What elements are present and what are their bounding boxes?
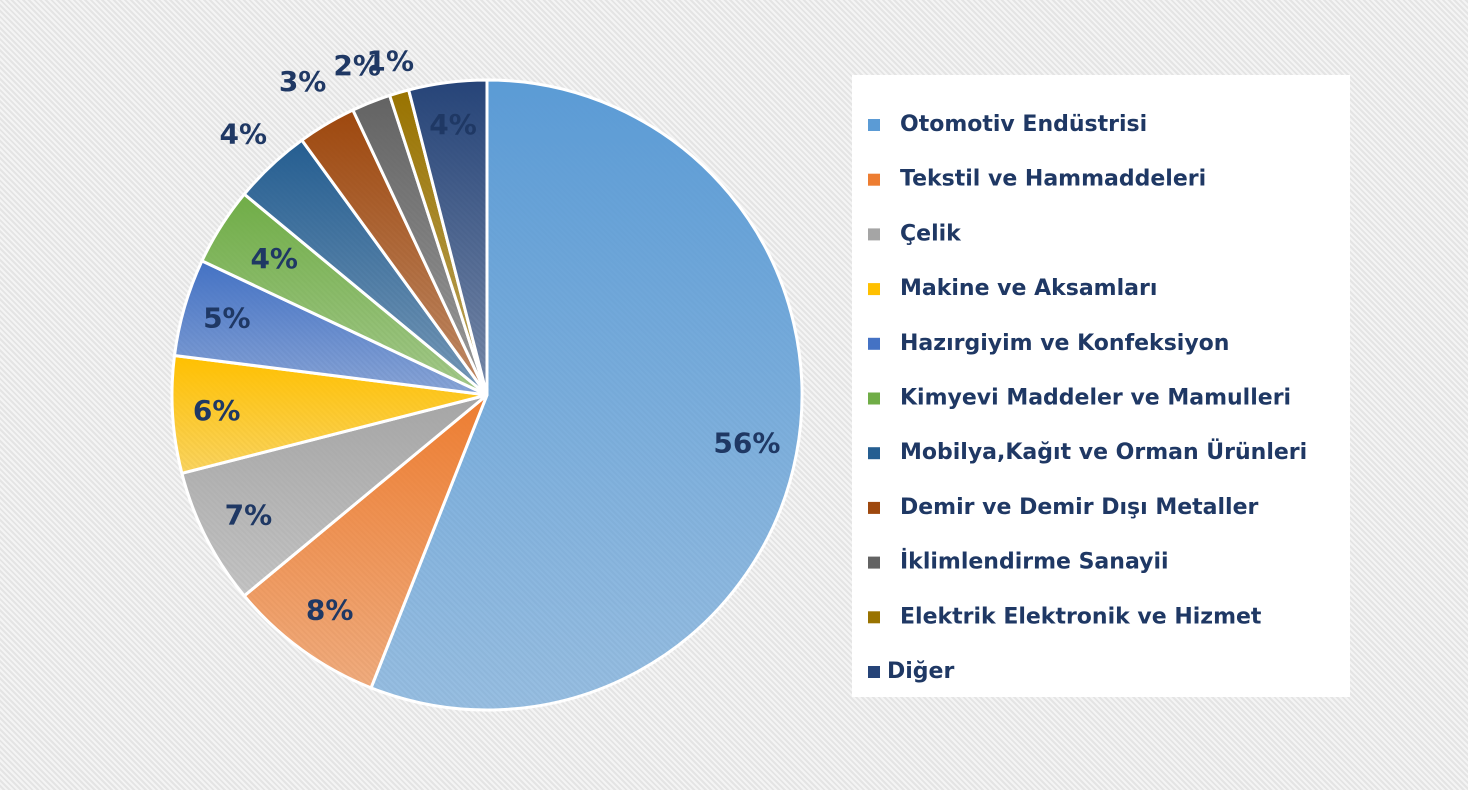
data-label: 8%	[306, 594, 354, 627]
data-label: 4%	[250, 242, 298, 275]
legend-marker	[868, 283, 880, 296]
data-label: 2%	[333, 49, 381, 82]
legend-marker	[868, 447, 880, 460]
legend-label: Tekstil ve Hammaddeleri	[900, 167, 1206, 192]
legend-marker	[868, 501, 880, 514]
data-label: 3%	[279, 65, 327, 98]
data-label: 4%	[220, 118, 268, 151]
legend-label: Diğer	[887, 659, 954, 684]
legend-marker	[868, 556, 880, 569]
legend-label: Otomotiv Endüstrisi	[900, 112, 1147, 137]
data-label: 5%	[203, 301, 251, 334]
pie-slice	[406, 78, 489, 396]
legend-box	[852, 75, 1350, 697]
data-label: 56%	[713, 427, 780, 460]
legend-label: Makine ve Aksamları	[900, 276, 1157, 301]
legend-label: Mobilya,Kağıt ve Orman Ürünleri	[900, 439, 1307, 465]
data-label: 7%	[225, 499, 273, 532]
legend-marker	[868, 666, 880, 678]
legend-label: Elektrik Elektronik ve Hizmet	[900, 604, 1262, 629]
legend-label: Çelik	[900, 221, 962, 246]
legend-label: Hazırgiyim ve Konfeksiyon	[900, 331, 1229, 356]
legend-marker	[868, 119, 880, 131]
legend-marker	[868, 392, 880, 405]
data-label: 4%	[429, 108, 477, 141]
legend-marker	[868, 173, 880, 186]
pie-slice	[242, 393, 489, 690]
legend-label: Demir ve Demir Dışı Metaller	[900, 495, 1259, 520]
legend-marker	[868, 228, 880, 241]
pie-slice	[180, 393, 488, 598]
data-label: 1%	[367, 44, 415, 77]
pie-slice	[369, 78, 804, 712]
pie-slice	[170, 353, 488, 476]
legend-label: İklimlendirme Sanayii	[900, 549, 1169, 575]
legend-marker	[868, 337, 880, 350]
data-label: 6%	[193, 394, 241, 427]
legend-marker	[868, 611, 880, 624]
legend-label: Kimyevi Maddeler ve Mamulleri	[900, 386, 1291, 411]
